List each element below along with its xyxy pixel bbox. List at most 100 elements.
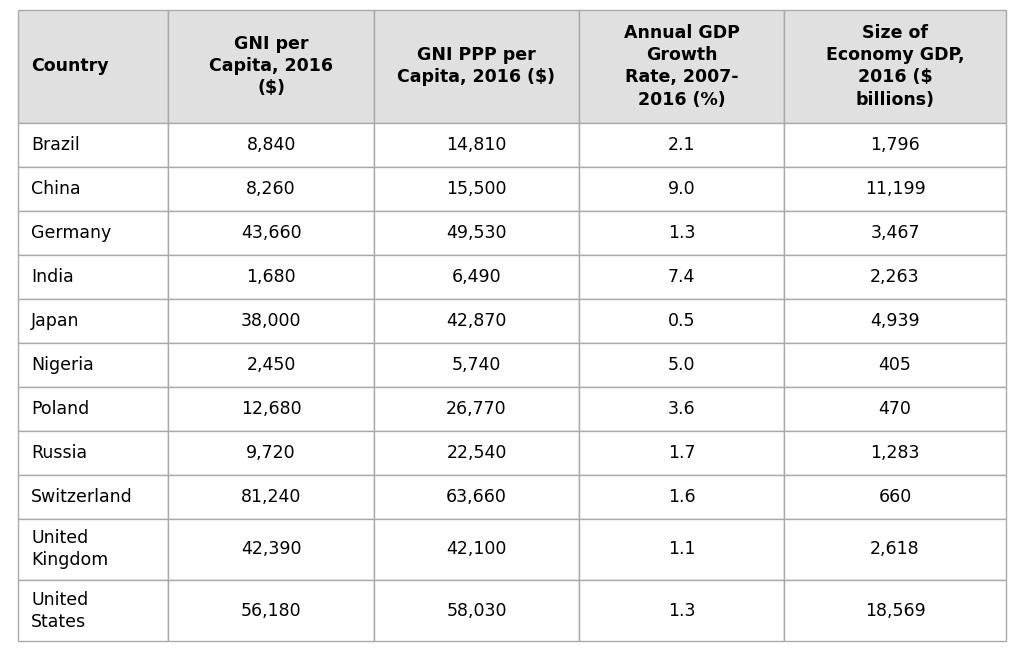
Bar: [374, 122, 580, 167]
Bar: [784, 519, 1006, 580]
Text: 15,500: 15,500: [446, 180, 507, 198]
Text: Country: Country: [32, 57, 109, 76]
Bar: [169, 255, 374, 299]
Text: 9.0: 9.0: [668, 180, 695, 198]
Bar: [374, 580, 580, 641]
Text: India: India: [32, 268, 74, 286]
Bar: [18, 122, 169, 167]
Text: 2,618: 2,618: [870, 540, 920, 559]
Text: Size of
Economy GDP,
2016 ($
billions): Size of Economy GDP, 2016 ($ billions): [825, 24, 965, 109]
Text: 405: 405: [879, 355, 911, 374]
Text: 2.1: 2.1: [668, 135, 695, 154]
Bar: [580, 167, 784, 211]
Bar: [18, 167, 169, 211]
Text: Russia: Russia: [32, 444, 87, 462]
Bar: [18, 255, 169, 299]
Text: 4,939: 4,939: [870, 312, 920, 329]
Text: Switzerland: Switzerland: [32, 488, 133, 506]
Bar: [784, 211, 1006, 255]
Bar: [580, 475, 784, 519]
Text: 3.6: 3.6: [668, 400, 695, 418]
Text: Poland: Poland: [32, 400, 89, 418]
Bar: [18, 580, 169, 641]
Bar: [374, 342, 580, 387]
Bar: [374, 211, 580, 255]
Text: 8,260: 8,260: [247, 180, 296, 198]
Text: 12,680: 12,680: [241, 400, 301, 418]
Text: 1.3: 1.3: [668, 224, 695, 242]
Text: 49,530: 49,530: [446, 224, 507, 242]
Bar: [784, 167, 1006, 211]
Text: 5.0: 5.0: [668, 355, 695, 374]
Bar: [784, 580, 1006, 641]
Text: 22,540: 22,540: [446, 444, 507, 462]
Bar: [18, 475, 169, 519]
Bar: [374, 10, 580, 122]
Bar: [580, 211, 784, 255]
Bar: [580, 255, 784, 299]
Bar: [784, 387, 1006, 431]
Bar: [784, 431, 1006, 475]
Bar: [169, 387, 374, 431]
Text: 18,569: 18,569: [864, 602, 926, 620]
Bar: [169, 167, 374, 211]
Bar: [580, 10, 784, 122]
Bar: [580, 387, 784, 431]
Text: 1.6: 1.6: [668, 488, 695, 506]
Text: 1.1: 1.1: [668, 540, 695, 559]
Text: 56,180: 56,180: [241, 602, 301, 620]
Text: 63,660: 63,660: [446, 488, 507, 506]
Text: Japan: Japan: [32, 312, 80, 329]
Bar: [169, 519, 374, 580]
Text: 8,840: 8,840: [247, 135, 296, 154]
Bar: [18, 387, 169, 431]
Bar: [18, 519, 169, 580]
Text: 42,870: 42,870: [446, 312, 507, 329]
Text: GNI PPP per
Capita, 2016 ($): GNI PPP per Capita, 2016 ($): [397, 46, 555, 87]
Bar: [169, 431, 374, 475]
Text: 0.5: 0.5: [668, 312, 695, 329]
Bar: [580, 519, 784, 580]
Bar: [784, 122, 1006, 167]
Text: GNI per
Capita, 2016
($): GNI per Capita, 2016 ($): [209, 35, 333, 98]
Text: United
States: United States: [32, 590, 88, 631]
Bar: [580, 342, 784, 387]
Bar: [18, 299, 169, 342]
Text: 6,490: 6,490: [452, 268, 502, 286]
Text: 660: 660: [879, 488, 911, 506]
Text: Germany: Germany: [32, 224, 112, 242]
Bar: [374, 475, 580, 519]
Bar: [580, 299, 784, 342]
Text: 3,467: 3,467: [870, 224, 920, 242]
Bar: [784, 255, 1006, 299]
Bar: [169, 211, 374, 255]
Bar: [169, 10, 374, 122]
Text: 1,796: 1,796: [870, 135, 920, 154]
Text: China: China: [32, 180, 81, 198]
Text: Annual GDP
Growth
Rate, 2007-
2016 (%): Annual GDP Growth Rate, 2007- 2016 (%): [624, 24, 739, 109]
Bar: [169, 342, 374, 387]
Text: 2,450: 2,450: [247, 355, 296, 374]
Bar: [784, 299, 1006, 342]
Text: Nigeria: Nigeria: [32, 355, 94, 374]
Text: 1.3: 1.3: [668, 602, 695, 620]
Text: 14,810: 14,810: [446, 135, 507, 154]
Bar: [784, 475, 1006, 519]
Bar: [18, 342, 169, 387]
Bar: [784, 10, 1006, 122]
Bar: [169, 122, 374, 167]
Text: 81,240: 81,240: [241, 488, 301, 506]
Bar: [18, 10, 169, 122]
Text: 38,000: 38,000: [241, 312, 301, 329]
Text: 1,680: 1,680: [247, 268, 296, 286]
Text: 1,283: 1,283: [870, 444, 920, 462]
Text: 42,390: 42,390: [241, 540, 301, 559]
Text: 43,660: 43,660: [241, 224, 301, 242]
Text: 1.7: 1.7: [668, 444, 695, 462]
Text: 26,770: 26,770: [446, 400, 507, 418]
Text: 470: 470: [879, 400, 911, 418]
Bar: [374, 167, 580, 211]
Text: United
Kingdom: United Kingdom: [32, 529, 109, 570]
Bar: [374, 431, 580, 475]
Bar: [169, 475, 374, 519]
